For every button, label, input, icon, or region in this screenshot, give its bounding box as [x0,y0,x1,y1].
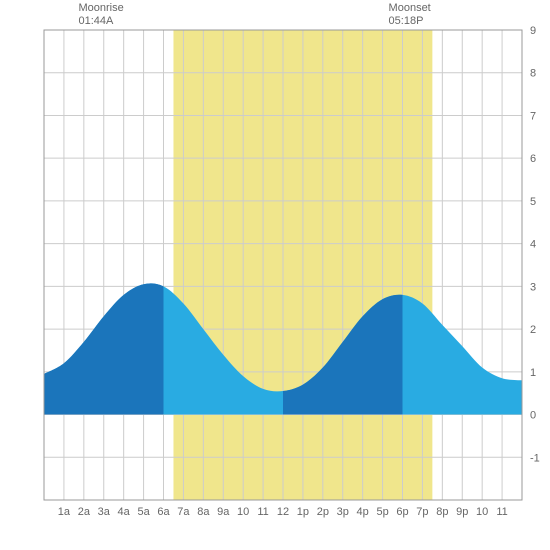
svg-text:9p: 9p [456,506,468,518]
svg-text:0: 0 [530,410,536,422]
svg-text:8p: 8p [436,506,448,518]
svg-text:1a: 1a [58,506,71,518]
svg-text:4p: 4p [357,506,369,518]
svg-text:7: 7 [530,110,536,122]
svg-text:3a: 3a [98,506,111,518]
svg-text:11: 11 [257,506,268,518]
tide-chart: 1a2a3a4a5a6a7a8a9a1011121p2p3p4p5p6p7p8p… [0,0,550,550]
chart-svg: 1a2a3a4a5a6a7a8a9a1011121p2p3p4p5p6p7p8p… [0,0,550,550]
svg-text:7p: 7p [416,506,428,518]
svg-text:11: 11 [496,506,507,518]
svg-text:12: 12 [277,506,289,518]
svg-text:10: 10 [476,506,488,518]
svg-text:3p: 3p [337,506,349,518]
moonset-time: 05:18P [389,15,431,28]
svg-text:1: 1 [530,367,536,379]
svg-text:2: 2 [530,324,536,336]
svg-text:8a: 8a [197,506,210,518]
moonset-header: Moonset 05:18P [389,2,431,28]
svg-text:4a: 4a [118,506,131,518]
moonrise-label: Moonrise [78,2,123,15]
moonrise-time: 01:44A [78,15,123,28]
svg-text:6a: 6a [157,506,170,518]
svg-text:5a: 5a [137,506,150,518]
svg-text:5: 5 [530,196,536,208]
svg-text:2a: 2a [78,506,91,518]
svg-text:1p: 1p [297,506,309,518]
svg-text:2p: 2p [317,506,329,518]
svg-text:10: 10 [237,506,249,518]
svg-text:9a: 9a [217,506,230,518]
svg-text:6p: 6p [396,506,408,518]
svg-text:6: 6 [530,153,536,165]
moonrise-header: Moonrise 01:44A [78,2,123,28]
moonset-label: Moonset [389,2,431,15]
svg-text:5p: 5p [376,506,388,518]
svg-text:9: 9 [530,25,536,37]
svg-text:7a: 7a [177,506,190,518]
svg-text:3: 3 [530,281,536,293]
svg-text:-1: -1 [530,452,540,464]
svg-text:8: 8 [530,68,536,80]
svg-text:4: 4 [530,239,536,251]
